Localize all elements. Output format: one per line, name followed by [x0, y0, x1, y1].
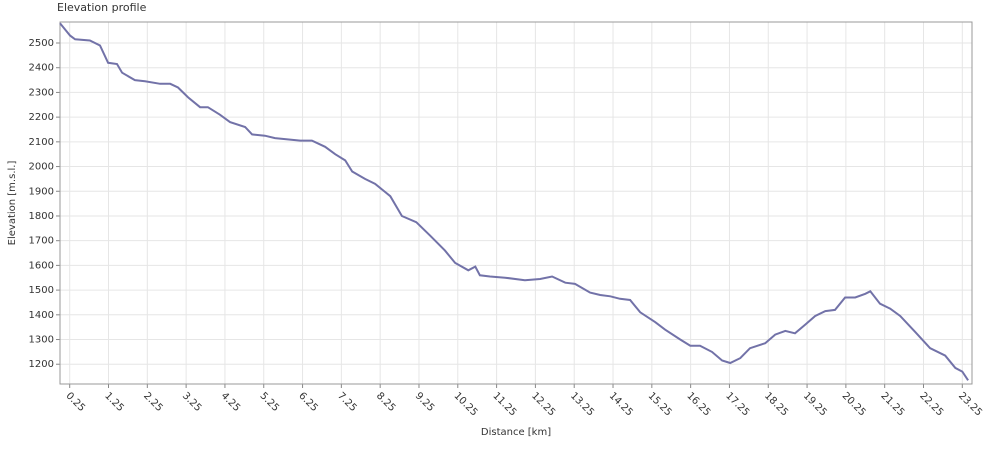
y-tick-label: 1400	[29, 310, 54, 321]
x-tick-label: 2.25	[141, 390, 165, 414]
x-tick-label: 16.25	[684, 390, 712, 418]
x-tick-label: 0.25	[63, 390, 87, 414]
y-tick-label: 2000	[29, 162, 54, 173]
x-axis-label: Distance [km]	[481, 427, 551, 438]
x-tick-label: 7.25	[335, 390, 359, 414]
x-tick-label: 1.25	[102, 390, 126, 414]
y-tick-label: 2300	[29, 87, 54, 98]
y-tick-label: 1500	[29, 285, 54, 296]
y-tick-label: 1300	[29, 335, 54, 346]
x-tick-label: 12.25	[529, 390, 557, 418]
x-tick-label: 4.25	[219, 390, 243, 414]
x-tick-label: 23.25	[956, 390, 984, 418]
y-tick-label: 1700	[29, 236, 54, 247]
x-tick-label: 14.25	[607, 390, 635, 418]
x-tick-label: 20.25	[840, 390, 868, 418]
y-tick-label: 1200	[29, 359, 54, 370]
x-tick-label: 8.25	[374, 390, 398, 414]
y-tick-label: 1600	[29, 260, 54, 271]
x-tick-label: 11.25	[490, 390, 518, 418]
x-tick-label: 6.25	[296, 390, 320, 414]
x-tick-label: 21.25	[878, 390, 906, 418]
x-tick-label: 5.25	[258, 390, 282, 414]
x-tick-label: 22.25	[917, 390, 945, 418]
x-tick-label: 17.25	[723, 390, 751, 418]
x-tick-label: 3.25	[180, 390, 204, 414]
chart-title: Elevation profile	[57, 1, 147, 14]
x-tick-label: 13.25	[568, 390, 596, 418]
elevation-line	[59, 22, 969, 381]
x-tick-label: 18.25	[762, 390, 790, 418]
y-axis-label: Elevation [m.s.l.]	[7, 161, 18, 246]
x-tick-label: 9.25	[413, 390, 437, 414]
x-tick-label: 19.25	[801, 390, 829, 418]
y-tick-label: 2500	[29, 38, 54, 49]
y-tick-label: 2100	[29, 137, 54, 148]
y-tick-label: 2200	[29, 112, 54, 123]
x-tick-label: 15.25	[646, 390, 674, 418]
x-tick-label: 10.25	[452, 390, 480, 418]
y-tick-label: 2400	[29, 63, 54, 74]
plot-frame	[59, 21, 973, 385]
y-tick-label: 1800	[29, 211, 54, 222]
y-tick-label: 1900	[29, 186, 54, 197]
